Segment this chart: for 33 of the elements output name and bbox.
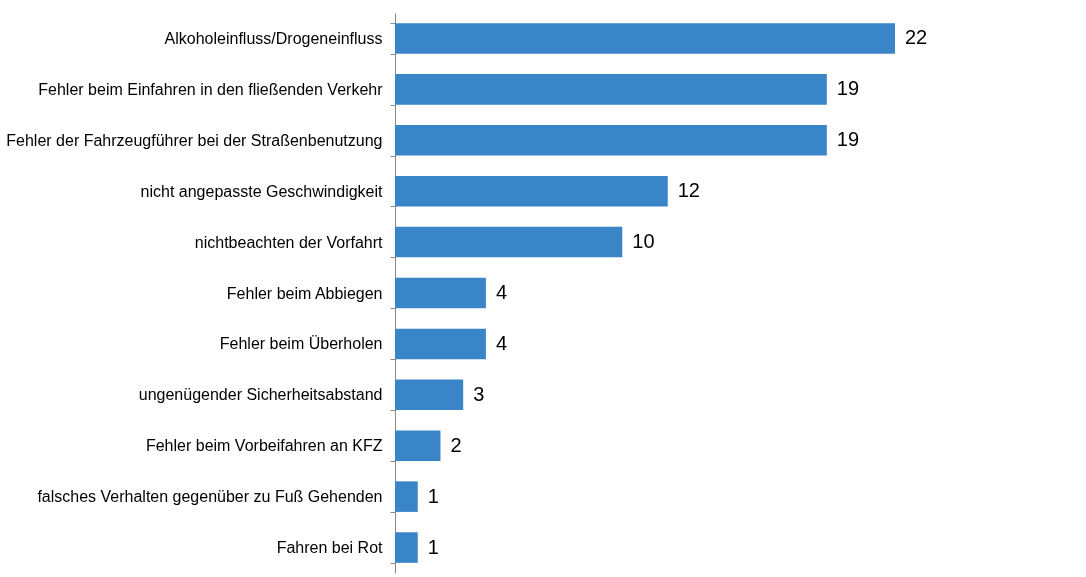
- y-tick-label: nichtbeachten der Vorfahrt: [194, 233, 384, 251]
- bar: [395, 226, 623, 258]
- y-tick-label: Fahren bei Rot: [276, 539, 384, 557]
- bar: [395, 175, 668, 207]
- y-tick-label: Fehler beim Vorbeifahren an KFZ: [145, 437, 383, 455]
- y-tick-label: ungenügender Sicherheitsabstand: [138, 386, 383, 404]
- data-label: 10: [632, 230, 655, 253]
- bar: [395, 532, 418, 563]
- data-label: 4: [495, 331, 508, 354]
- data-label: 19: [836, 77, 860, 100]
- data-label: 1: [427, 535, 439, 558]
- data-label: 1: [427, 484, 439, 507]
- bar: [395, 430, 441, 461]
- y-tick-label: nicht angepasste Geschwindigkeit: [140, 182, 384, 200]
- bar: [395, 379, 464, 411]
- y-tick-label: Alkoholeinfluss/Drogeneinfluss: [164, 29, 383, 47]
- y-tick-label: Fehler der Fahrzeugführer bei der Straßenbenutzung: [6, 131, 383, 149]
- data-label: 12: [677, 179, 700, 202]
- y-tick-label: Fehler beim Überholen: [219, 335, 383, 353]
- y-tick-label: Fehler beim Abbiegen: [226, 284, 383, 302]
- bar: [395, 23, 895, 54]
- bar: [395, 277, 486, 309]
- data-label: 19: [836, 128, 860, 151]
- bar: [395, 125, 827, 156]
- y-tick-label: falsches Verhalten gegenüber zu Fuß Gehenden: [37, 488, 383, 506]
- data-label: 22: [905, 26, 928, 49]
- data-label: 3: [473, 382, 485, 405]
- y-tick-label: Fehler beim Einfahren in den fließenden Verkehr: [38, 80, 384, 98]
- bar: [395, 74, 827, 105]
- data-label: 2: [450, 433, 462, 456]
- bar: [395, 481, 418, 512]
- bar: [395, 328, 486, 360]
- data-label: 4: [495, 281, 508, 303]
